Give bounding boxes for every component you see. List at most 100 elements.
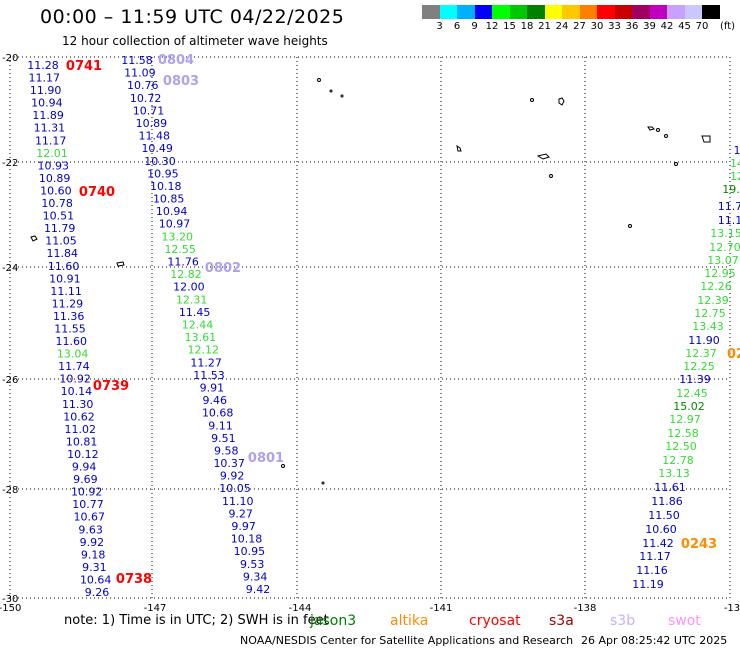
track-a-value: 10.77: [72, 498, 104, 511]
track-c-value: 12.75: [694, 307, 726, 320]
pass-label: 0740: [79, 185, 115, 200]
colorbar-swatch: [457, 5, 475, 19]
track-a-value: 11.79: [44, 222, 76, 235]
track-b-value: 12.82: [170, 268, 202, 281]
island: [321, 481, 325, 485]
track-a-value: 9.63: [78, 523, 103, 536]
track-c-value: 12.37: [685, 347, 717, 360]
track-c-value: 12.25: [683, 360, 715, 373]
island: [456, 144, 462, 152]
track-b-value: 10.18: [150, 180, 182, 193]
track-b-value: 10.76: [127, 79, 159, 92]
colorbar-swatch: [632, 5, 650, 19]
track-c-value: 11.17: [639, 550, 671, 563]
track-a-value: 11.31: [34, 122, 66, 135]
track-b-value: 10.71: [133, 104, 165, 117]
track-b-value: 11.58: [121, 54, 153, 67]
track-b-value: 10.05: [219, 482, 251, 495]
track-b-value: 11.76: [167, 256, 199, 269]
colorbar-tick-label: 42: [660, 21, 674, 32]
colorbar-swatch: [492, 5, 510, 19]
track-a-value: 10.67: [74, 511, 106, 524]
track-c-value: 15.02: [673, 400, 705, 413]
island: [281, 464, 285, 468]
pass-label: 0741: [66, 59, 102, 74]
track-b-value: 10.68: [202, 407, 234, 420]
colorbar-swatch: [579, 5, 597, 19]
track-a-value: 11.60: [48, 260, 80, 273]
track-a-value: 11.90: [30, 84, 62, 97]
page-subtitle: 12 hour collection of altimeter wave hei…: [62, 34, 328, 48]
lon-tick-label: -150: [0, 603, 21, 614]
track-b-value: 9.53: [240, 558, 265, 571]
footer-note: note: 1) Time is in UTC; 2) SWH is in fe…: [64, 613, 329, 628]
track-b-value: 10.95: [147, 167, 179, 180]
track-a-value: 11.02: [65, 423, 97, 436]
island: [558, 97, 565, 106]
track-a-value: 10.81: [66, 435, 98, 448]
track-c-value: 12: [730, 170, 740, 183]
pass-label: 0739: [93, 379, 129, 394]
track-c-value: 11.19: [632, 578, 664, 591]
track-a-value: 11.05: [45, 235, 77, 248]
colorbar-swatch: [527, 5, 545, 19]
track-b-value: 12.00: [173, 281, 205, 294]
colorbar-tick-label: 6: [453, 21, 461, 32]
altimeter-tracks: 11.2811.1711.9010.9411.8911.3111.1712.01…: [27, 54, 740, 599]
island: [530, 98, 534, 102]
track-b-value: 10.18: [231, 533, 263, 546]
track-a-value: 11.55: [54, 323, 86, 336]
track-b-value: 11.48: [139, 130, 171, 143]
credit-text: NOAA/NESDIS Center for Satellite Applica…: [240, 634, 574, 647]
track-b-value: 9.42: [246, 583, 271, 596]
track-b-value: 10.95: [234, 545, 266, 558]
track-b-value: 12.55: [164, 243, 196, 256]
track-b-value: 11.53: [193, 369, 225, 382]
colorbar-swatch: [439, 5, 457, 19]
pass-label: 0803: [163, 74, 199, 89]
track-b-value: 9.91: [200, 382, 225, 395]
track-a-value: 9.69: [73, 473, 98, 486]
track-a-value: 9.26: [85, 586, 110, 599]
track-b-value: 12.12: [188, 344, 220, 357]
track-a-value: 11.29: [52, 297, 84, 310]
island: [674, 162, 678, 166]
track-c-value: 11.16: [636, 564, 668, 577]
legend-item-jason3: jason3: [310, 613, 357, 629]
track-c-value: 11.90: [688, 334, 720, 347]
track-a-value: 10.94: [31, 97, 63, 110]
track-c-value: 12.97: [669, 413, 701, 426]
colorbar-tick-label: 3: [436, 21, 443, 32]
island: [116, 261, 125, 267]
lon-tick-label: -147: [144, 603, 167, 614]
track-c-value: 12.26: [700, 280, 732, 293]
colorbar-tick-label: 30: [590, 21, 604, 32]
track-b-value: 10.97: [159, 218, 191, 231]
lat-tick-label: -30: [2, 594, 18, 605]
islands: [30, 78, 711, 485]
track-a-value: 11.60: [56, 335, 88, 348]
colorbar-tick-label: 21: [538, 21, 551, 32]
lat-tick-label: -24: [2, 263, 18, 274]
track-b-value: 9.34: [243, 570, 268, 583]
island: [664, 134, 668, 138]
track-b-value: 10.94: [156, 205, 188, 218]
track-a-value: 11.17: [29, 72, 61, 85]
pass-label: 02: [727, 347, 740, 362]
island: [628, 224, 632, 228]
colorbar-swatch: [562, 5, 580, 19]
track-b-value: 10.72: [130, 92, 162, 105]
island: [340, 94, 344, 98]
track-c-value: 13.07: [707, 254, 739, 267]
track-c-value: 12.58: [667, 427, 699, 440]
island: [701, 135, 711, 143]
track-a-value: 9.31: [82, 561, 107, 574]
track-b-value: 12.44: [182, 319, 214, 332]
track-c-value: 13.43: [692, 320, 724, 333]
track-c-value: 11.7: [718, 200, 740, 213]
track-b-value: 10.49: [141, 142, 173, 155]
track-c-value: 11.1: [718, 214, 740, 227]
track-a-value: 10.60: [40, 185, 72, 198]
lat-tick-label: -26: [2, 375, 18, 386]
